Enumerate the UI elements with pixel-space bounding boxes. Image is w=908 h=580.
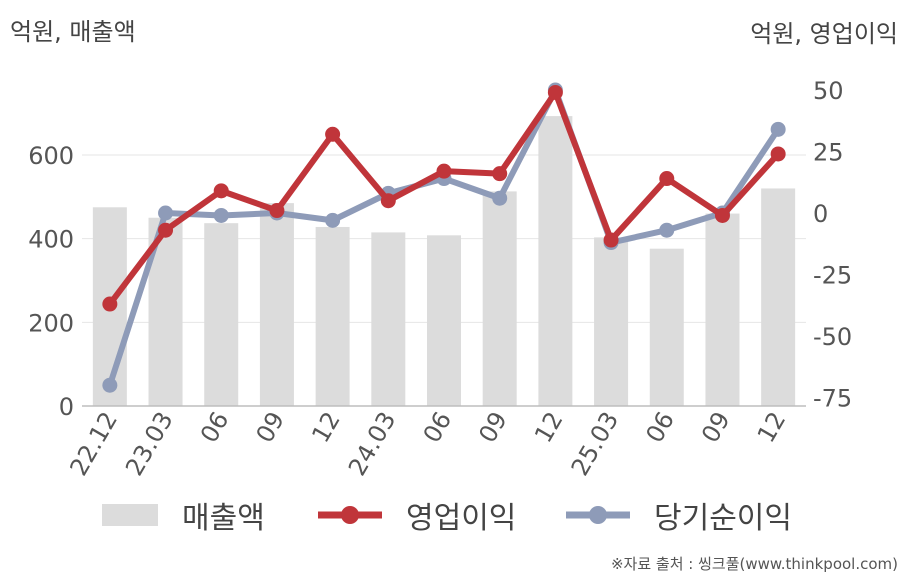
point-op — [213, 183, 229, 199]
left-tick-label: 200 — [28, 309, 74, 337]
x-tick-label: 12 — [306, 407, 346, 447]
right-tick-label: 0 — [813, 200, 828, 228]
x-tick-label: 09 — [696, 407, 736, 447]
point-net — [102, 377, 118, 393]
legend-label-sales: 매출액 — [182, 501, 265, 536]
legend-item-op: 영업이익 — [318, 490, 516, 540]
point-op — [325, 126, 341, 142]
x-tick-label: 06 — [418, 407, 458, 447]
point-net — [659, 222, 675, 238]
x-tick-label: 12 — [752, 407, 792, 447]
bar-sales — [761, 188, 796, 406]
point-op — [547, 84, 563, 100]
source-note: ※자료 출처 : 씽크풀(www.thinkpool.com) — [610, 555, 898, 573]
right-tick-label: -75 — [813, 385, 852, 413]
legend: 매출액 영업이익 당기순이익 — [0, 490, 908, 540]
point-net — [158, 205, 174, 221]
left-tick-label: 600 — [28, 142, 74, 170]
left-tick-label: 0 — [59, 393, 74, 421]
bar-sales — [538, 116, 573, 406]
bar-sales — [705, 213, 740, 406]
point-op — [436, 163, 452, 179]
x-tick-label: 12 — [529, 407, 569, 447]
point-op — [269, 203, 285, 219]
legend-swatch-op — [318, 506, 382, 524]
right-axis-unit: 억원, 영업이익 — [750, 20, 898, 48]
bar-sales — [259, 203, 294, 406]
bar-sales — [371, 232, 406, 406]
point-net — [213, 207, 229, 223]
right-tick-label: 25 — [813, 139, 844, 167]
x-tick-label: 23.03 — [120, 407, 179, 481]
legend-label-op: 영업이익 — [406, 501, 517, 536]
point-net — [325, 212, 341, 228]
bar-sales — [594, 237, 629, 406]
bar-sales — [427, 235, 461, 406]
left-axis-unit: 억원, 매출액 — [10, 18, 136, 46]
point-net — [770, 121, 786, 137]
point-op — [158, 222, 174, 238]
bar-sales — [204, 223, 239, 406]
right-tick-label: -25 — [813, 262, 852, 290]
legend-swatch-sales — [102, 504, 158, 526]
x-tick-label: 09 — [251, 407, 291, 447]
legend-swatch-net — [566, 506, 630, 524]
right-tick-label: 50 — [813, 77, 844, 105]
point-op — [714, 207, 730, 223]
bar-sales — [649, 248, 684, 406]
point-op — [492, 166, 508, 182]
point-op — [380, 193, 396, 209]
point-op — [603, 232, 619, 248]
point-op — [102, 296, 118, 312]
x-tick-label: 06 — [640, 407, 680, 447]
point-net — [492, 190, 508, 206]
point-op — [770, 146, 786, 162]
right-tick-label: -50 — [813, 323, 852, 351]
x-tick-label: 06 — [195, 407, 235, 447]
x-tick-label: 24.03 — [343, 407, 402, 481]
legend-item-sales: 매출액 — [102, 490, 265, 540]
point-op — [659, 171, 675, 187]
x-tick-label: 25.03 — [566, 407, 625, 481]
left-tick-label: 400 — [28, 226, 74, 254]
bar-sales — [315, 226, 350, 406]
bar-sales — [482, 191, 517, 406]
x-tick-label: 09 — [473, 407, 513, 447]
legend-item-net: 당기순이익 — [566, 490, 792, 540]
legend-label-net: 당기순이익 — [654, 501, 792, 536]
